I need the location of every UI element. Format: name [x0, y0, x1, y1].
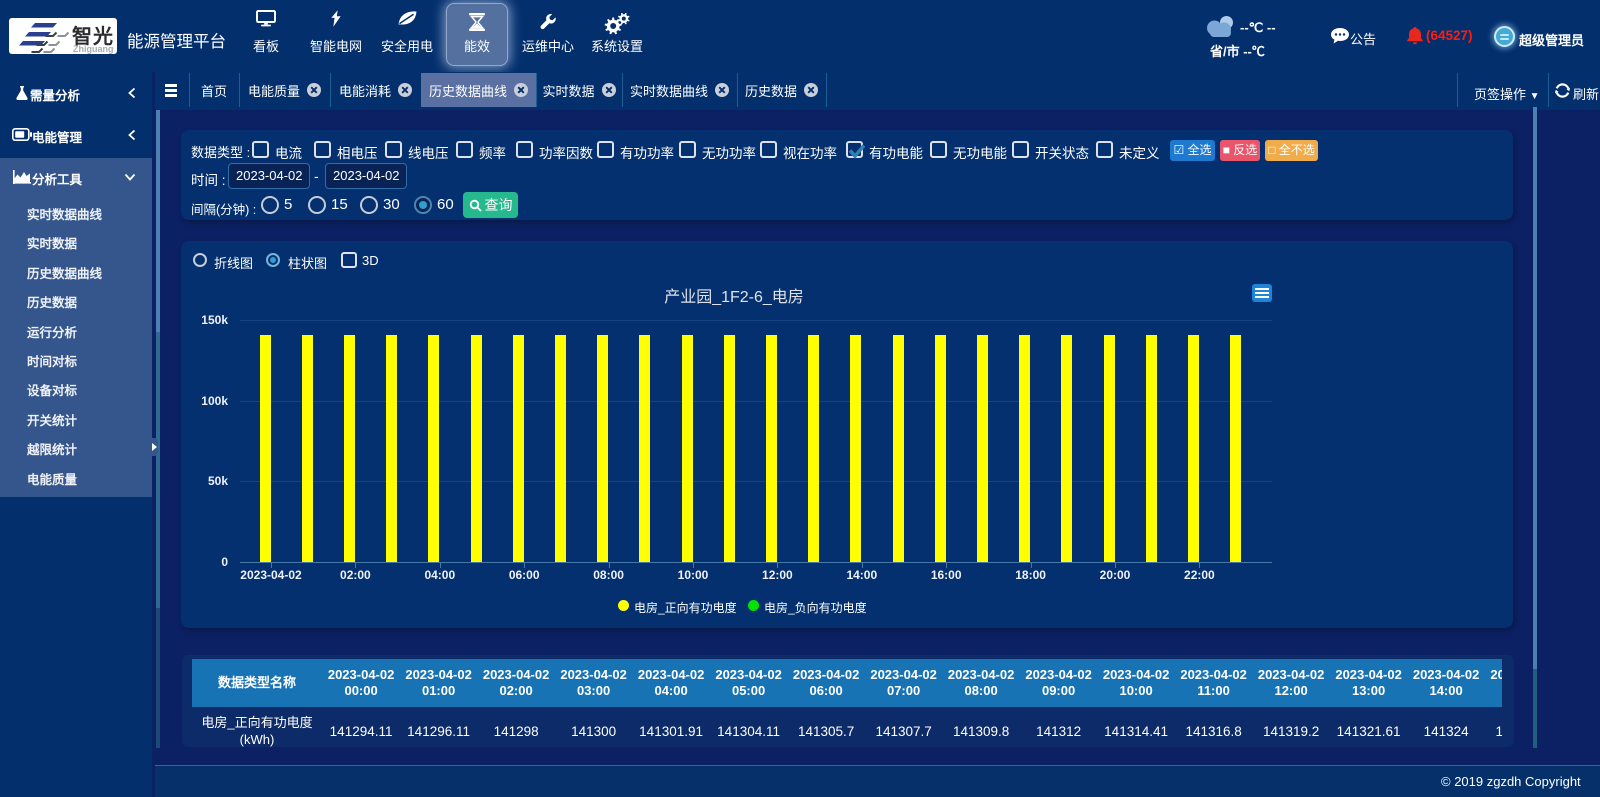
svg-text:智光: 智光 — [72, 24, 114, 48]
svg-text:Zhiguang: Zhiguang — [73, 44, 114, 54]
